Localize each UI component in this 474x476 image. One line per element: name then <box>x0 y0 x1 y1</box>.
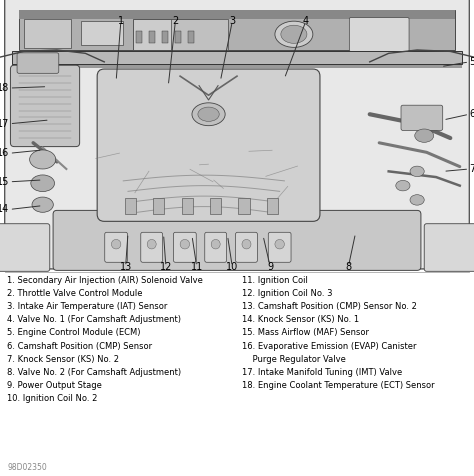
Text: 12. Ignition Coil No. 3: 12. Ignition Coil No. 3 <box>242 289 332 298</box>
Ellipse shape <box>192 103 225 126</box>
FancyBboxPatch shape <box>97 69 320 221</box>
Ellipse shape <box>275 21 313 47</box>
Bar <box>149 31 155 43</box>
Text: 6: 6 <box>469 109 474 119</box>
Text: 13. Camshaft Position (CMP) Sensor No. 2: 13. Camshaft Position (CMP) Sensor No. 2 <box>242 302 417 311</box>
Text: 1. Secondary Air Injection (AIR) Solenoid Valve: 1. Secondary Air Injection (AIR) Solenoi… <box>7 276 203 285</box>
Text: 10: 10 <box>226 261 238 272</box>
FancyBboxPatch shape <box>205 232 227 262</box>
Ellipse shape <box>211 239 220 249</box>
Text: 17. Intake Manifold Tuning (IMT) Valve: 17. Intake Manifold Tuning (IMT) Valve <box>242 368 402 377</box>
Bar <box>182 198 193 214</box>
Bar <box>136 31 142 43</box>
Bar <box>370 19 408 48</box>
Text: 8: 8 <box>346 261 351 272</box>
Bar <box>12 63 462 68</box>
Text: 6. Camshaft Position (CMP) Sensor: 6. Camshaft Position (CMP) Sensor <box>7 342 152 350</box>
FancyBboxPatch shape <box>105 232 128 262</box>
Bar <box>0 0 474 269</box>
Bar <box>153 198 164 214</box>
Text: 14: 14 <box>0 204 9 215</box>
Text: 3. Intake Air Temperature (IAT) Sensor: 3. Intake Air Temperature (IAT) Sensor <box>7 302 167 311</box>
Text: 8. Valve No. 2 (For Camshaft Adjustment): 8. Valve No. 2 (For Camshaft Adjustment) <box>7 367 181 377</box>
Ellipse shape <box>242 239 251 249</box>
Ellipse shape <box>410 166 424 177</box>
Text: 18. Engine Coolant Temperature (ECT) Sensor: 18. Engine Coolant Temperature (ECT) Sen… <box>242 381 434 390</box>
Text: 7. Knock Sensor (KS) No. 2: 7. Knock Sensor (KS) No. 2 <box>7 355 119 364</box>
Bar <box>171 19 228 50</box>
Text: 15. Mass Airflow (MAF) Sensor: 15. Mass Airflow (MAF) Sensor <box>242 328 369 337</box>
Text: 14. Knock Sensor (KS) No. 1: 14. Knock Sensor (KS) No. 1 <box>242 316 359 324</box>
Text: 1: 1 <box>118 16 124 27</box>
Ellipse shape <box>180 239 190 249</box>
FancyBboxPatch shape <box>236 232 257 262</box>
Text: 9: 9 <box>267 261 273 272</box>
FancyBboxPatch shape <box>349 18 409 51</box>
FancyBboxPatch shape <box>268 232 291 262</box>
FancyBboxPatch shape <box>173 232 196 262</box>
Bar <box>12 51 462 64</box>
Bar <box>133 19 199 50</box>
Text: 2: 2 <box>172 16 179 27</box>
Text: 11: 11 <box>191 261 203 272</box>
Bar <box>19 10 455 19</box>
Ellipse shape <box>29 150 55 169</box>
Text: 11. Ignition Coil: 11. Ignition Coil <box>242 276 308 285</box>
Text: 98D02350: 98D02350 <box>7 463 47 472</box>
Text: 5. Engine Control Module (ECM): 5. Engine Control Module (ECM) <box>7 328 141 337</box>
Text: Purge Regulator Valve: Purge Regulator Valve <box>242 355 346 364</box>
Text: 2. Throttle Valve Control Module: 2. Throttle Valve Control Module <box>7 289 143 298</box>
Bar <box>210 198 221 214</box>
Text: 10. Ignition Coil No. 2: 10. Ignition Coil No. 2 <box>7 394 98 403</box>
Bar <box>19 10 455 50</box>
Bar <box>24 19 71 48</box>
Ellipse shape <box>31 175 55 191</box>
Bar <box>188 31 194 43</box>
Bar <box>175 31 181 43</box>
Ellipse shape <box>275 239 284 249</box>
Text: 16: 16 <box>0 148 9 159</box>
Text: 3: 3 <box>229 16 235 27</box>
FancyBboxPatch shape <box>424 224 474 271</box>
Bar <box>125 198 136 214</box>
Bar <box>162 31 168 43</box>
FancyBboxPatch shape <box>5 0 469 269</box>
Text: 15: 15 <box>0 177 9 187</box>
Ellipse shape <box>410 195 424 205</box>
Text: 17: 17 <box>0 119 9 129</box>
Bar <box>238 198 250 214</box>
Text: 13: 13 <box>119 261 132 272</box>
Ellipse shape <box>415 129 434 142</box>
FancyBboxPatch shape <box>0 224 50 271</box>
FancyBboxPatch shape <box>53 210 421 270</box>
Ellipse shape <box>281 25 307 43</box>
Text: 4. Valve No. 1 (For Camshaft Adjustment): 4. Valve No. 1 (For Camshaft Adjustment) <box>7 316 181 324</box>
Text: 5: 5 <box>469 57 474 67</box>
FancyBboxPatch shape <box>141 232 163 262</box>
Bar <box>81 21 123 45</box>
Text: 9. Power Output Stage: 9. Power Output Stage <box>7 381 102 390</box>
Ellipse shape <box>147 239 156 249</box>
Ellipse shape <box>198 107 219 121</box>
Text: 12: 12 <box>160 261 172 272</box>
Text: 7: 7 <box>469 164 474 174</box>
FancyBboxPatch shape <box>10 65 80 147</box>
Text: 4: 4 <box>303 16 309 27</box>
Ellipse shape <box>111 239 121 249</box>
Text: 16. Evaporative Emission (EVAP) Canister: 16. Evaporative Emission (EVAP) Canister <box>242 342 416 350</box>
Ellipse shape <box>32 197 53 212</box>
Bar <box>267 198 278 214</box>
FancyBboxPatch shape <box>401 105 443 130</box>
Text: 18: 18 <box>0 83 9 93</box>
FancyBboxPatch shape <box>17 53 59 73</box>
Ellipse shape <box>396 180 410 191</box>
